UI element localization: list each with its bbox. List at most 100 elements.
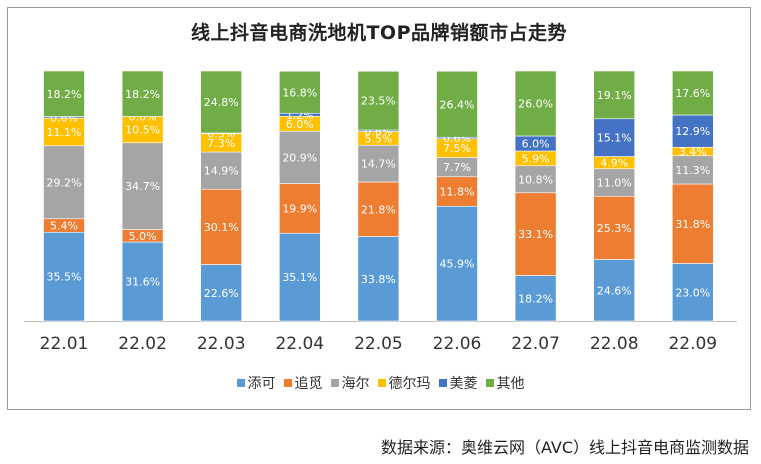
- data-label: 34.7%: [125, 180, 160, 193]
- data-label: 35.1%: [282, 271, 317, 284]
- x-tick-label: 22.09: [668, 334, 717, 354]
- bar-segment-22.04-5: [278, 70, 321, 114]
- data-label: 11.8%: [440, 186, 475, 199]
- data-label: 22.6%: [204, 287, 239, 300]
- data-label: 14.9%: [204, 165, 239, 178]
- bar-segment-22.02-2: [121, 142, 164, 230]
- bar-segment-22.01-2: [43, 145, 85, 220]
- legend-label: 追觅: [294, 376, 323, 392]
- data-label: 31.8%: [675, 218, 710, 231]
- bar-segment-22.05-1: [357, 181, 400, 237]
- data-label: 18.2%: [47, 88, 82, 101]
- data-label: 20.9%: [282, 151, 317, 164]
- bar-segment-22.02-5: [121, 70, 164, 117]
- bar-segment-22.03-2: [200, 151, 242, 190]
- x-tick-label: 22.07: [511, 334, 560, 354]
- data-label: 7.5%: [443, 142, 471, 155]
- x-tick-label: 22.05: [354, 334, 403, 354]
- data-label: 11.3%: [675, 164, 710, 177]
- legend-item: 添可: [236, 373, 276, 393]
- data-source-note: 数据来源：奥维云网（AVC）线上抖音电商监测数据: [380, 438, 749, 457]
- bar-segment-22.04-2: [278, 130, 321, 184]
- data-label: 25.3%: [597, 222, 632, 235]
- data-label: 6.0%: [286, 118, 314, 131]
- bar-segment-22.08-1: [593, 195, 636, 260]
- legend-label: 海尔: [341, 376, 370, 392]
- legend-item: 德尔玛: [377, 373, 431, 393]
- data-label: 24.8%: [204, 96, 239, 109]
- bar-segment-22.08-2: [593, 168, 636, 197]
- data-label: 5.9%: [522, 152, 550, 165]
- data-label: 18.2%: [518, 292, 553, 305]
- legend-swatch: [438, 379, 447, 387]
- data-label: 19.9%: [282, 202, 317, 215]
- legend-label: 德尔玛: [388, 376, 431, 392]
- data-label: 19.1%: [597, 89, 632, 102]
- legend-item: 海尔: [330, 373, 370, 393]
- legend-swatch: [377, 379, 386, 387]
- data-label: 18.2%: [125, 88, 160, 101]
- bar-segment-22.06-1: [436, 176, 478, 207]
- data-label: 5.0%: [129, 230, 157, 243]
- data-label: 4.9%: [600, 157, 628, 170]
- data-label: 6.0%: [522, 138, 550, 151]
- bar-segment-22.03-1: [200, 188, 242, 265]
- data-label: 26.4%: [440, 98, 475, 111]
- legend: 添可 追觅 海尔 德尔玛 美菱 其他: [0, 373, 761, 393]
- data-label: 11.0%: [597, 177, 632, 190]
- data-label: 24.6%: [597, 284, 632, 297]
- legend-label: 添可: [247, 376, 276, 392]
- bar-segment-22.07-2: [514, 165, 557, 194]
- bar-segment-22.08-5: [593, 70, 636, 120]
- bar-segment-22.05-2: [357, 144, 400, 183]
- legend-swatch: [330, 379, 339, 387]
- data-label: 17.6%: [675, 87, 710, 100]
- bar-segment-22.05-5: [357, 70, 400, 131]
- data-label: 16.8%: [282, 86, 317, 99]
- bar-segment-22.03-5: [200, 70, 242, 134]
- x-tick-label: 22.04: [275, 334, 324, 354]
- data-label: 30.1%: [204, 221, 239, 234]
- data-label: 26.0%: [518, 98, 553, 111]
- legend-item: 追觅: [283, 373, 323, 393]
- x-tick-label: 22.08: [590, 334, 639, 354]
- data-label: 5.4%: [50, 220, 78, 233]
- data-label: 29.2%: [47, 176, 82, 189]
- data-label: 7.7%: [443, 161, 471, 174]
- bar-segment-22.09-4: [671, 114, 714, 148]
- data-label: 23.5%: [361, 95, 396, 108]
- x-tick-label: 22.03: [197, 334, 246, 354]
- data-label: 10.5%: [125, 124, 160, 137]
- data-label: 35.5%: [47, 271, 82, 284]
- bar-segment-22.02-3: [121, 116, 164, 144]
- data-label: 15.1%: [597, 132, 632, 145]
- x-tick-label: 22.01: [40, 334, 89, 354]
- data-label: 7.3%: [207, 137, 235, 150]
- legend-label: 其他: [496, 376, 525, 392]
- legend-swatch: [236, 379, 245, 387]
- data-label: 21.8%: [361, 203, 396, 216]
- x-tick-label: 22.02: [118, 334, 167, 354]
- bar-segment-22.09-1: [671, 183, 714, 264]
- bar-segment-22.05-0: [357, 236, 400, 322]
- data-label: 12.9%: [675, 125, 710, 138]
- legend-label: 美菱: [449, 376, 478, 392]
- bar-segment-22.04-0: [278, 232, 321, 322]
- legend-swatch: [283, 379, 292, 387]
- data-label: 33.8%: [361, 273, 396, 286]
- legend-item: 美菱: [438, 373, 478, 393]
- data-label: 11.1%: [47, 126, 82, 139]
- bar-segment-22.07-5: [514, 70, 557, 137]
- legend-item: 其他: [485, 373, 525, 393]
- data-label: 45.9%: [440, 258, 475, 271]
- chart-title: 线上抖音电商洗地机TOP品牌销额市占走势: [190, 22, 568, 44]
- data-label: 33.1%: [518, 228, 553, 241]
- bar-segment-22.09-0: [671, 263, 714, 322]
- bar-segment-22.09-5: [671, 70, 714, 116]
- data-label: 23.0%: [675, 286, 710, 299]
- data-label: 14.7%: [361, 158, 396, 171]
- bar-segment-22.02-0: [121, 241, 164, 322]
- x-tick-label: 22.06: [433, 334, 482, 354]
- data-label: 5.5%: [364, 132, 392, 145]
